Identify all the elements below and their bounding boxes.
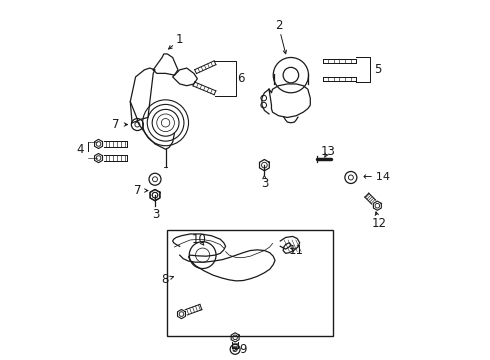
Text: 3: 3 <box>152 208 160 221</box>
Text: 1: 1 <box>176 33 183 46</box>
Text: 5: 5 <box>374 63 381 76</box>
Text: 7: 7 <box>112 118 120 131</box>
Text: 9: 9 <box>239 343 246 356</box>
Bar <box>168 230 333 336</box>
Text: 7: 7 <box>134 184 141 197</box>
Text: 6: 6 <box>237 72 245 85</box>
Text: 4: 4 <box>76 143 84 157</box>
Text: 8: 8 <box>161 273 168 286</box>
Text: 10: 10 <box>192 233 207 247</box>
Text: 12: 12 <box>371 217 387 230</box>
Text: 13: 13 <box>320 145 335 158</box>
Text: 3: 3 <box>261 177 268 190</box>
Text: 2: 2 <box>275 19 282 32</box>
Text: ← 14: ← 14 <box>363 172 390 183</box>
Text: 11: 11 <box>289 244 304 257</box>
